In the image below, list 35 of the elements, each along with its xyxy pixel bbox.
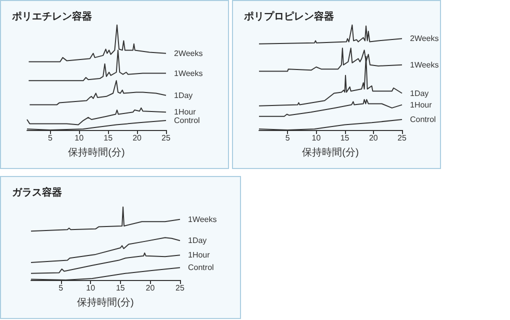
series-label: 1Day [174,90,193,100]
x-tick-label: 10 [86,284,96,292]
x-tick-label: 25 [162,134,171,142]
chart-title: ガラス容器 [12,186,62,198]
series-label: 1Weeks [188,214,217,224]
series-label: Control [410,115,436,124]
x-tick-label: 15 [340,134,350,142]
series-label: 1Day [410,88,429,98]
series-label: 2Weeks [174,48,203,58]
x-tick-label: 5 [285,134,290,142]
series-label: 1Hour [410,100,432,110]
x-tick-label: 20 [146,284,156,292]
x-axis-title: 保持時間(分) [302,146,359,158]
series-label: 2Weeks [410,34,439,44]
series-label: 1Weeks [410,60,439,70]
x-tick-label: 10 [74,134,84,142]
chart-title: ポリエチレン容器 [11,10,92,22]
series-label: Control [174,116,200,126]
x-tick-label: 20 [368,134,378,142]
x-tick-label: 20 [132,134,142,142]
chart-title: ポリプロピレン容器 [243,10,334,22]
x-tick-label: 25 [176,284,185,292]
series-label: 1Hour [174,108,196,117]
x-axis-title: 保持時間(分) [77,296,134,308]
series-label: 1Weeks [174,68,203,78]
series-label: 1Day [188,236,207,246]
x-tick-label: 5 [48,134,53,142]
x-axis-title: 保持時間(分) [68,146,125,158]
series-label: 1Hour [188,250,210,260]
x-tick-label: 10 [312,134,322,142]
x-tick-label: 5 [58,284,64,292]
x-tick-label: 15 [116,284,126,292]
series-label: Control [188,263,214,272]
x-tick-label: 15 [104,134,114,142]
x-tick-label: 25 [398,134,407,142]
